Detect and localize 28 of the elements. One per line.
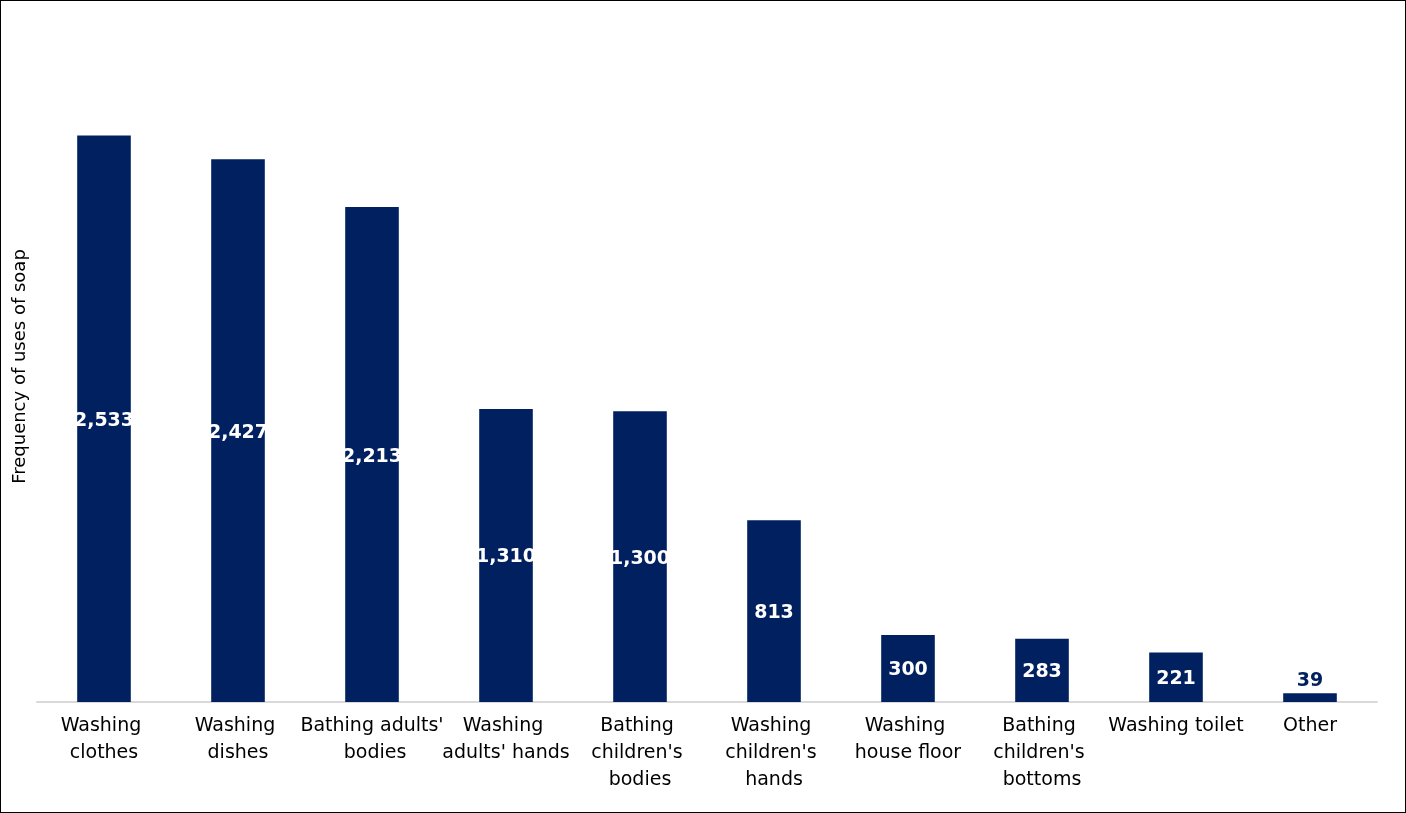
data-label: 39 bbox=[1296, 667, 1324, 690]
bar bbox=[881, 634, 935, 702]
x-tick-label: Bathing children's bodies bbox=[591, 712, 689, 789]
data-label: 300 bbox=[888, 657, 928, 680]
x-tick-label: Washing dishes bbox=[194, 712, 282, 762]
y-axis-title: Frequency of uses of soap bbox=[7, 249, 29, 484]
x-tick-label: Other bbox=[1283, 712, 1338, 735]
bar bbox=[747, 520, 801, 702]
x-tick-label: Bathing children's bottoms bbox=[993, 712, 1091, 789]
data-label: 221 bbox=[1156, 666, 1196, 689]
bar bbox=[613, 411, 667, 702]
bar bbox=[211, 159, 265, 702]
data-label: 2,533 bbox=[73, 407, 135, 430]
x-tick-label: Washing children's hands bbox=[725, 712, 823, 789]
bar bbox=[1283, 693, 1337, 702]
bar bbox=[479, 409, 533, 702]
bar bbox=[345, 207, 399, 702]
x-tick-label: Washing house floor bbox=[854, 712, 962, 762]
data-label: 283 bbox=[1022, 659, 1062, 682]
x-tick-label: Bathing adults' bodies bbox=[300, 712, 444, 762]
data-label: 2,427 bbox=[207, 419, 269, 442]
bar bbox=[1015, 638, 1069, 702]
data-label: 813 bbox=[754, 600, 794, 623]
x-tick-label: Washing toilet bbox=[1108, 712, 1244, 735]
x-tick-label: Washing adults' hands bbox=[442, 712, 570, 762]
x-tick-label: Washing clothes bbox=[60, 712, 148, 762]
data-label: 2,213 bbox=[341, 443, 403, 466]
bar bbox=[77, 135, 131, 702]
